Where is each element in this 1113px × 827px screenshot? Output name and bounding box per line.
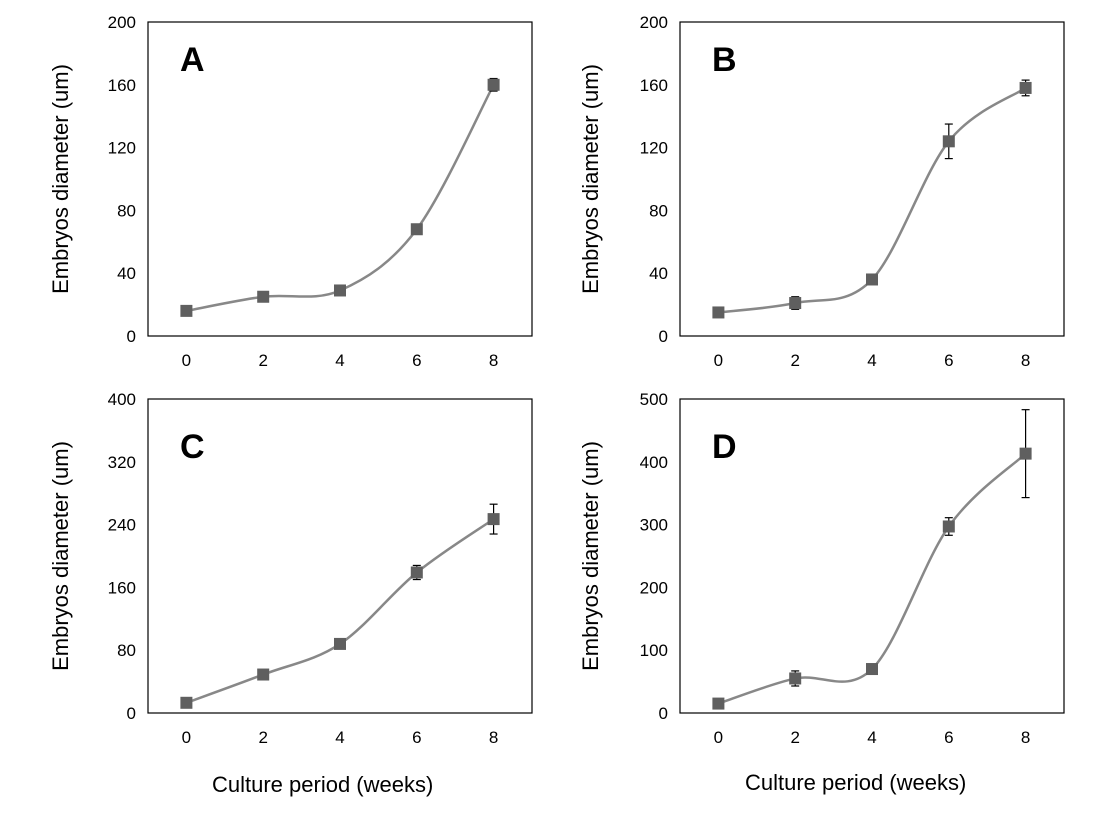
y-tick-label: 200 [640,13,668,32]
x-tick-label: 8 [1021,351,1030,370]
x-tick-label: 2 [790,728,799,747]
data-point [1019,81,1032,94]
x-tick-label: 4 [335,728,344,747]
plot-area-frame [147,21,533,337]
x-tick-label: 4 [867,728,876,747]
y-tick-label: 160 [108,76,136,95]
panel-c: C Embryos diameter (um) 0 80 160 240 320 400 0… [48,390,533,747]
x-tick-label: 6 [412,351,421,370]
y-tick-label: 240 [108,516,136,535]
y-tick-label: 160 [640,76,668,95]
x-tick-label: 8 [489,728,498,747]
panel-letter: A [180,41,205,79]
plot-area-frame [679,398,1065,714]
y-tick-label: 300 [640,516,668,535]
y-tick-label: 0 [659,327,668,346]
series-line [185,518,495,704]
x-tick-label: 0 [714,728,723,747]
y-tick-label: 320 [108,453,136,472]
y-axis-label: Embryos diameter (um) [578,441,603,671]
panel-letter: C [180,428,205,466]
data-point [942,520,955,533]
x-tick-label: 6 [412,728,421,747]
y-tick-label: 40 [649,264,668,283]
data-point [712,306,725,319]
plot-area-frame [679,21,1065,337]
x-tick-label: 8 [489,351,498,370]
x-axis-label-right: Culture period (weeks) [745,770,967,795]
y-tick-label: 200 [108,13,136,32]
data-point [487,513,500,526]
y-axis-label: Embryos diameter (um) [48,441,73,671]
y-tick-label: 0 [127,327,136,346]
data-point [334,637,346,650]
data-point [487,78,500,91]
x-tick-label: 6 [944,728,953,747]
y-tick-label: 0 [127,704,136,723]
x-tick-label: 8 [1021,728,1030,747]
x-tick-label: 2 [790,351,799,370]
plot-area-frame [147,398,533,714]
data-point [257,668,270,681]
x-tick-label: 6 [944,351,953,370]
data-point [942,135,955,148]
data-point [410,566,423,579]
y-tick-label: 0 [659,704,668,723]
x-tick-label: 0 [182,728,191,747]
y-tick-label: 160 [108,578,136,597]
y-tick-label: 80 [117,201,136,220]
x-tick-label: 4 [867,351,876,370]
y-tick-label: 100 [640,641,668,660]
x-tick-label: 2 [258,351,267,370]
y-tick-label: 400 [108,390,136,409]
data-point [180,304,193,317]
data-point [866,663,878,676]
series-line [718,86,1027,314]
y-tick-label: 80 [649,201,668,220]
x-tick-label: 0 [714,351,723,370]
x-tick-label: 2 [258,728,267,747]
data-point [180,696,193,709]
panel-letter: D [712,428,737,466]
data-point [866,273,878,286]
series-line [186,84,495,313]
y-tick-label: 40 [117,264,136,283]
panel-a: A Embryos diameter (um) 0 40 80 120 160 200 0 2… [48,13,533,370]
x-tick-label: 0 [182,351,191,370]
y-tick-label: 80 [117,641,136,660]
y-axis-label: Embryos diameter (um) [48,64,73,294]
data-point [789,297,802,310]
y-tick-label: 120 [640,139,668,158]
y-tick-label: 120 [108,139,136,158]
data-point [712,697,725,710]
y-tick-label: 500 [640,390,668,409]
data-point [257,290,270,303]
panel-d: D Embryos diameter (um) 0 100 200 300 400 500… [578,390,1065,747]
y-axis-label: Embryos diameter (um) [578,64,603,294]
series-line [718,452,1027,705]
y-tick-label: 200 [640,578,668,597]
x-axis-label-left: Culture period (weeks) [212,772,434,797]
data-point [789,672,802,685]
data-point [410,223,423,236]
x-tick-label: 4 [335,351,344,370]
panel-letter: B [712,41,737,79]
y-tick-label: 400 [640,453,668,472]
panel-b: B Embryos diameter (um) 0 40 80 120 160 200 0 2… [578,13,1065,370]
data-point [1019,447,1032,460]
data-point [334,284,346,297]
